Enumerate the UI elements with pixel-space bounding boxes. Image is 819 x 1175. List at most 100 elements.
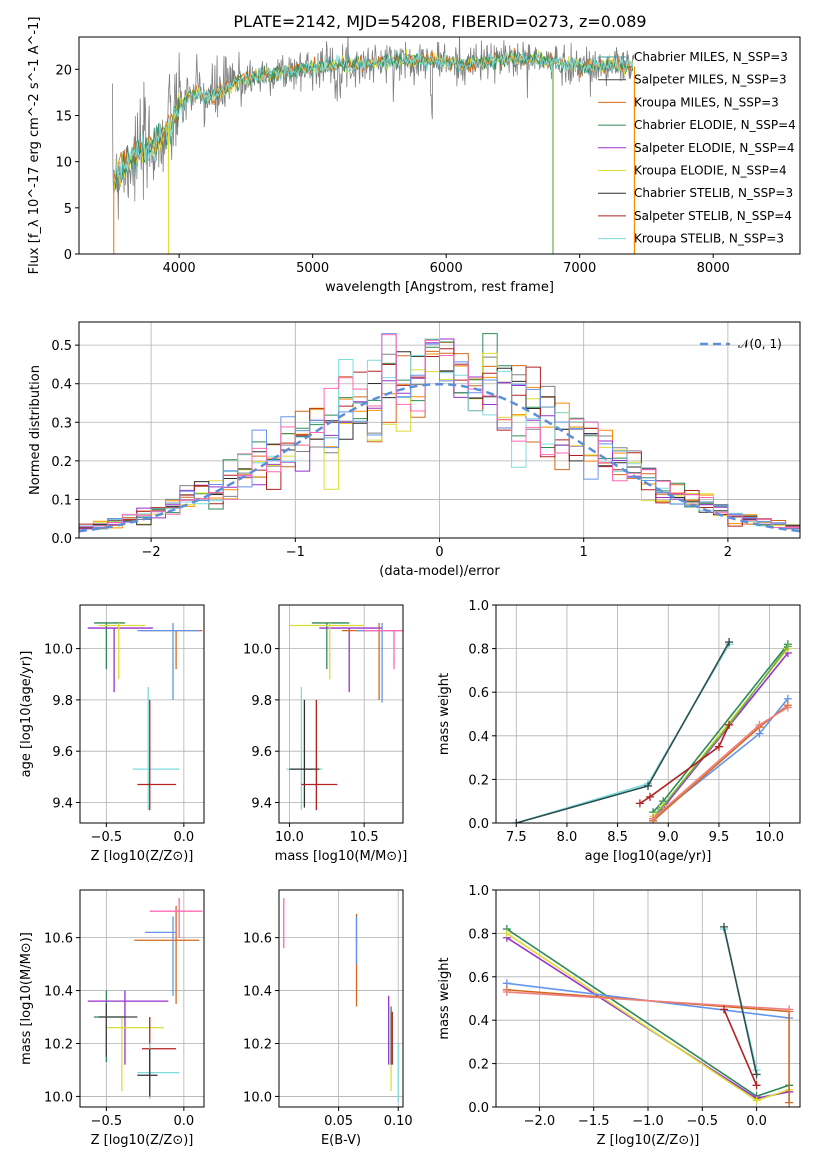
x-tick-label: −2.0 — [524, 1114, 556, 1129]
y-tick-label: 15 — [55, 109, 72, 124]
y-tick-label: 0.8 — [468, 643, 489, 658]
panel-mass-vs-Z: −0.5 0.0 10.0 10.2 10.4 10.6 Z [log10(Z/Z⊙)] ma… — [19, 889, 205, 1148]
panel-spectrum: 4000 5000 6000 7000 8000 0 5 10 15 20 wavelength [… — [27, 17, 801, 295]
x-tick-label: 1 — [580, 545, 588, 560]
y-tick-label: 9.6 — [251, 745, 272, 760]
x-tick-label: 8.0 — [557, 830, 578, 845]
y-tick-label: 10.2 — [44, 1037, 73, 1052]
mass-weight-marker — [635, 799, 644, 808]
panel-age-vs-Z: −0.5 0.0 9.4 9.6 9.8 10.0 Z [log10(Z/Z⊙)] age [… — [19, 604, 205, 864]
y-tick-label: 0.2 — [468, 1058, 489, 1073]
x-axis-label: wavelength [Angstrom, rest frame] — [325, 280, 554, 295]
y-tick-label: 0.2 — [51, 455, 72, 470]
x-tick-label: 0 — [435, 545, 443, 560]
x-tick-label: 2 — [724, 545, 732, 560]
model-series-line — [113, 49, 634, 179]
y-tick-label: 0.0 — [468, 1101, 489, 1116]
mass-weight-marker — [752, 1070, 761, 1079]
y-tick-label: 10.2 — [243, 1037, 272, 1052]
mass-weight-line — [652, 643, 789, 813]
legend-label: 𝒩(0, 1) — [738, 337, 782, 351]
legend-label: Chabrier MILES, N_SSP=3 — [634, 50, 788, 64]
y-tick-label: 5 — [64, 202, 72, 217]
panel-mass-vs-EBV: 0.05 0.10 10.0 10.2 10.4 10.6 E(B-V) — [243, 889, 413, 1148]
plot-area — [112, 37, 636, 254]
mass-weight-marker — [785, 1098, 794, 1107]
mass-weight-marker — [755, 720, 764, 729]
y-tick-label: 10.4 — [44, 985, 73, 1000]
y-tick-label: 10.6 — [44, 932, 73, 947]
mass-weight-marker — [644, 781, 652, 790]
panel-weight-vs-age: 7.5 8.0 8.5 9.0 9.5 10.0 0.0 0.2 0.4 0.6 0.8 1.0 age… — [437, 599, 801, 864]
x-tick-label: 10.0 — [755, 830, 784, 845]
x-tick-label: 4000 — [163, 261, 196, 276]
y-tick-label: 9.8 — [251, 694, 272, 709]
y-tick-label: 0.3 — [51, 416, 72, 431]
y-axis-label: Flux [f_λ 10^-17 erg cm^-2 s^-1 A^-1] — [27, 17, 42, 275]
axes-frame — [495, 604, 801, 824]
x-axis-label: age [log10(age/yr)] — [585, 849, 712, 864]
axes-frame — [79, 889, 205, 1108]
x-tick-label: −2 — [142, 545, 161, 560]
y-tick-label: 10.0 — [243, 1090, 272, 1105]
x-tick-label: −1.0 — [632, 1114, 664, 1129]
x-tick-label: 10.5 — [350, 830, 379, 845]
legend-label: Kroupa ELODIE, N_SSP=4 — [634, 164, 787, 178]
mass-weight-marker — [502, 929, 511, 938]
y-tick-label: 10.6 — [243, 932, 272, 947]
y-tick-label: 10.0 — [243, 643, 272, 658]
y-tick-label: 10.0 — [44, 643, 73, 658]
mass-weight-marker — [752, 1096, 761, 1105]
panel-age-vs-mass: 10.0 10.5 9.4 9.6 9.8 10.0 mass [log10(M/M⊙)] — [243, 604, 408, 864]
plot-area — [283, 897, 399, 1102]
y-axis-label: Normed distribution — [28, 365, 43, 495]
x-axis-label: E(B-V) — [321, 1133, 361, 1148]
axes-frame — [278, 889, 404, 1108]
y-tick-label: 9.8 — [52, 694, 73, 709]
y-axis-label: age [log10(age/yr)] — [19, 651, 34, 778]
mass-weight-line — [639, 724, 730, 805]
model-series-line — [113, 49, 634, 190]
y-axis-label: mass weight — [437, 957, 452, 1039]
x-tick-label: 0.10 — [384, 1114, 413, 1129]
x-tick-label: 0.0 — [746, 1114, 767, 1129]
axes-frame — [78, 321, 801, 539]
x-tick-label: 8000 — [697, 261, 730, 276]
x-axis-label: mass [log10(M/M⊙)] — [275, 849, 408, 864]
x-tick-label: −0.5 — [686, 1114, 718, 1129]
legend-label: Chabrier ELODIE, N_SSP=4 — [634, 118, 796, 132]
y-tick-label: 10.0 — [44, 1090, 73, 1105]
mass-weight-marker — [785, 1005, 794, 1014]
axes-frame — [79, 604, 205, 824]
y-tick-label: 10 — [55, 156, 72, 171]
y-tick-label: 0.4 — [468, 730, 489, 745]
mass-weight-marker — [646, 792, 655, 801]
legend-label: Salpeter ELODIE, N_SSP=4 — [634, 141, 795, 155]
y-tick-label: 0 — [64, 248, 72, 263]
y-tick-label: 0.5 — [51, 339, 72, 354]
x-tick-label: 7.5 — [506, 830, 527, 845]
y-tick-label: 9.4 — [52, 796, 73, 811]
mass-weight-marker — [720, 922, 728, 931]
y-axis-label: mass [log10(M/M⊙)] — [19, 932, 34, 1065]
plot-area — [87, 622, 203, 811]
panel-weight-vs-Z: −2.0 −1.5 −1.0 −0.5 0.0 0.0 0.2 0.4 0.6 0.8 1.0 Z [… — [437, 884, 801, 1148]
y-tick-label: 0.6 — [468, 971, 489, 986]
x-tick-label: −0.5 — [91, 830, 123, 845]
y-tick-label: 0.0 — [51, 532, 72, 547]
x-axis-label: Z [log10(Z/Z⊙)] — [597, 1133, 700, 1148]
plot-area — [87, 897, 203, 1100]
plot-area — [502, 922, 794, 1107]
y-tick-label: 0.6 — [468, 686, 489, 701]
x-tick-label: 0.0 — [174, 830, 195, 845]
x-axis-label: Z [log10(Z/Z⊙)] — [91, 1133, 194, 1148]
legend-label: Kroupa MILES, N_SSP=3 — [634, 95, 779, 109]
y-tick-label: 1.0 — [468, 884, 489, 899]
x-tick-label: 9.5 — [709, 830, 730, 845]
y-tick-label: 0.8 — [468, 927, 489, 942]
mass-weight-marker — [752, 1081, 761, 1090]
mass-weight-marker — [783, 642, 792, 651]
model-series-line — [113, 47, 634, 181]
legend-label: Chabrier STELIB, N_SSP=3 — [634, 186, 793, 200]
